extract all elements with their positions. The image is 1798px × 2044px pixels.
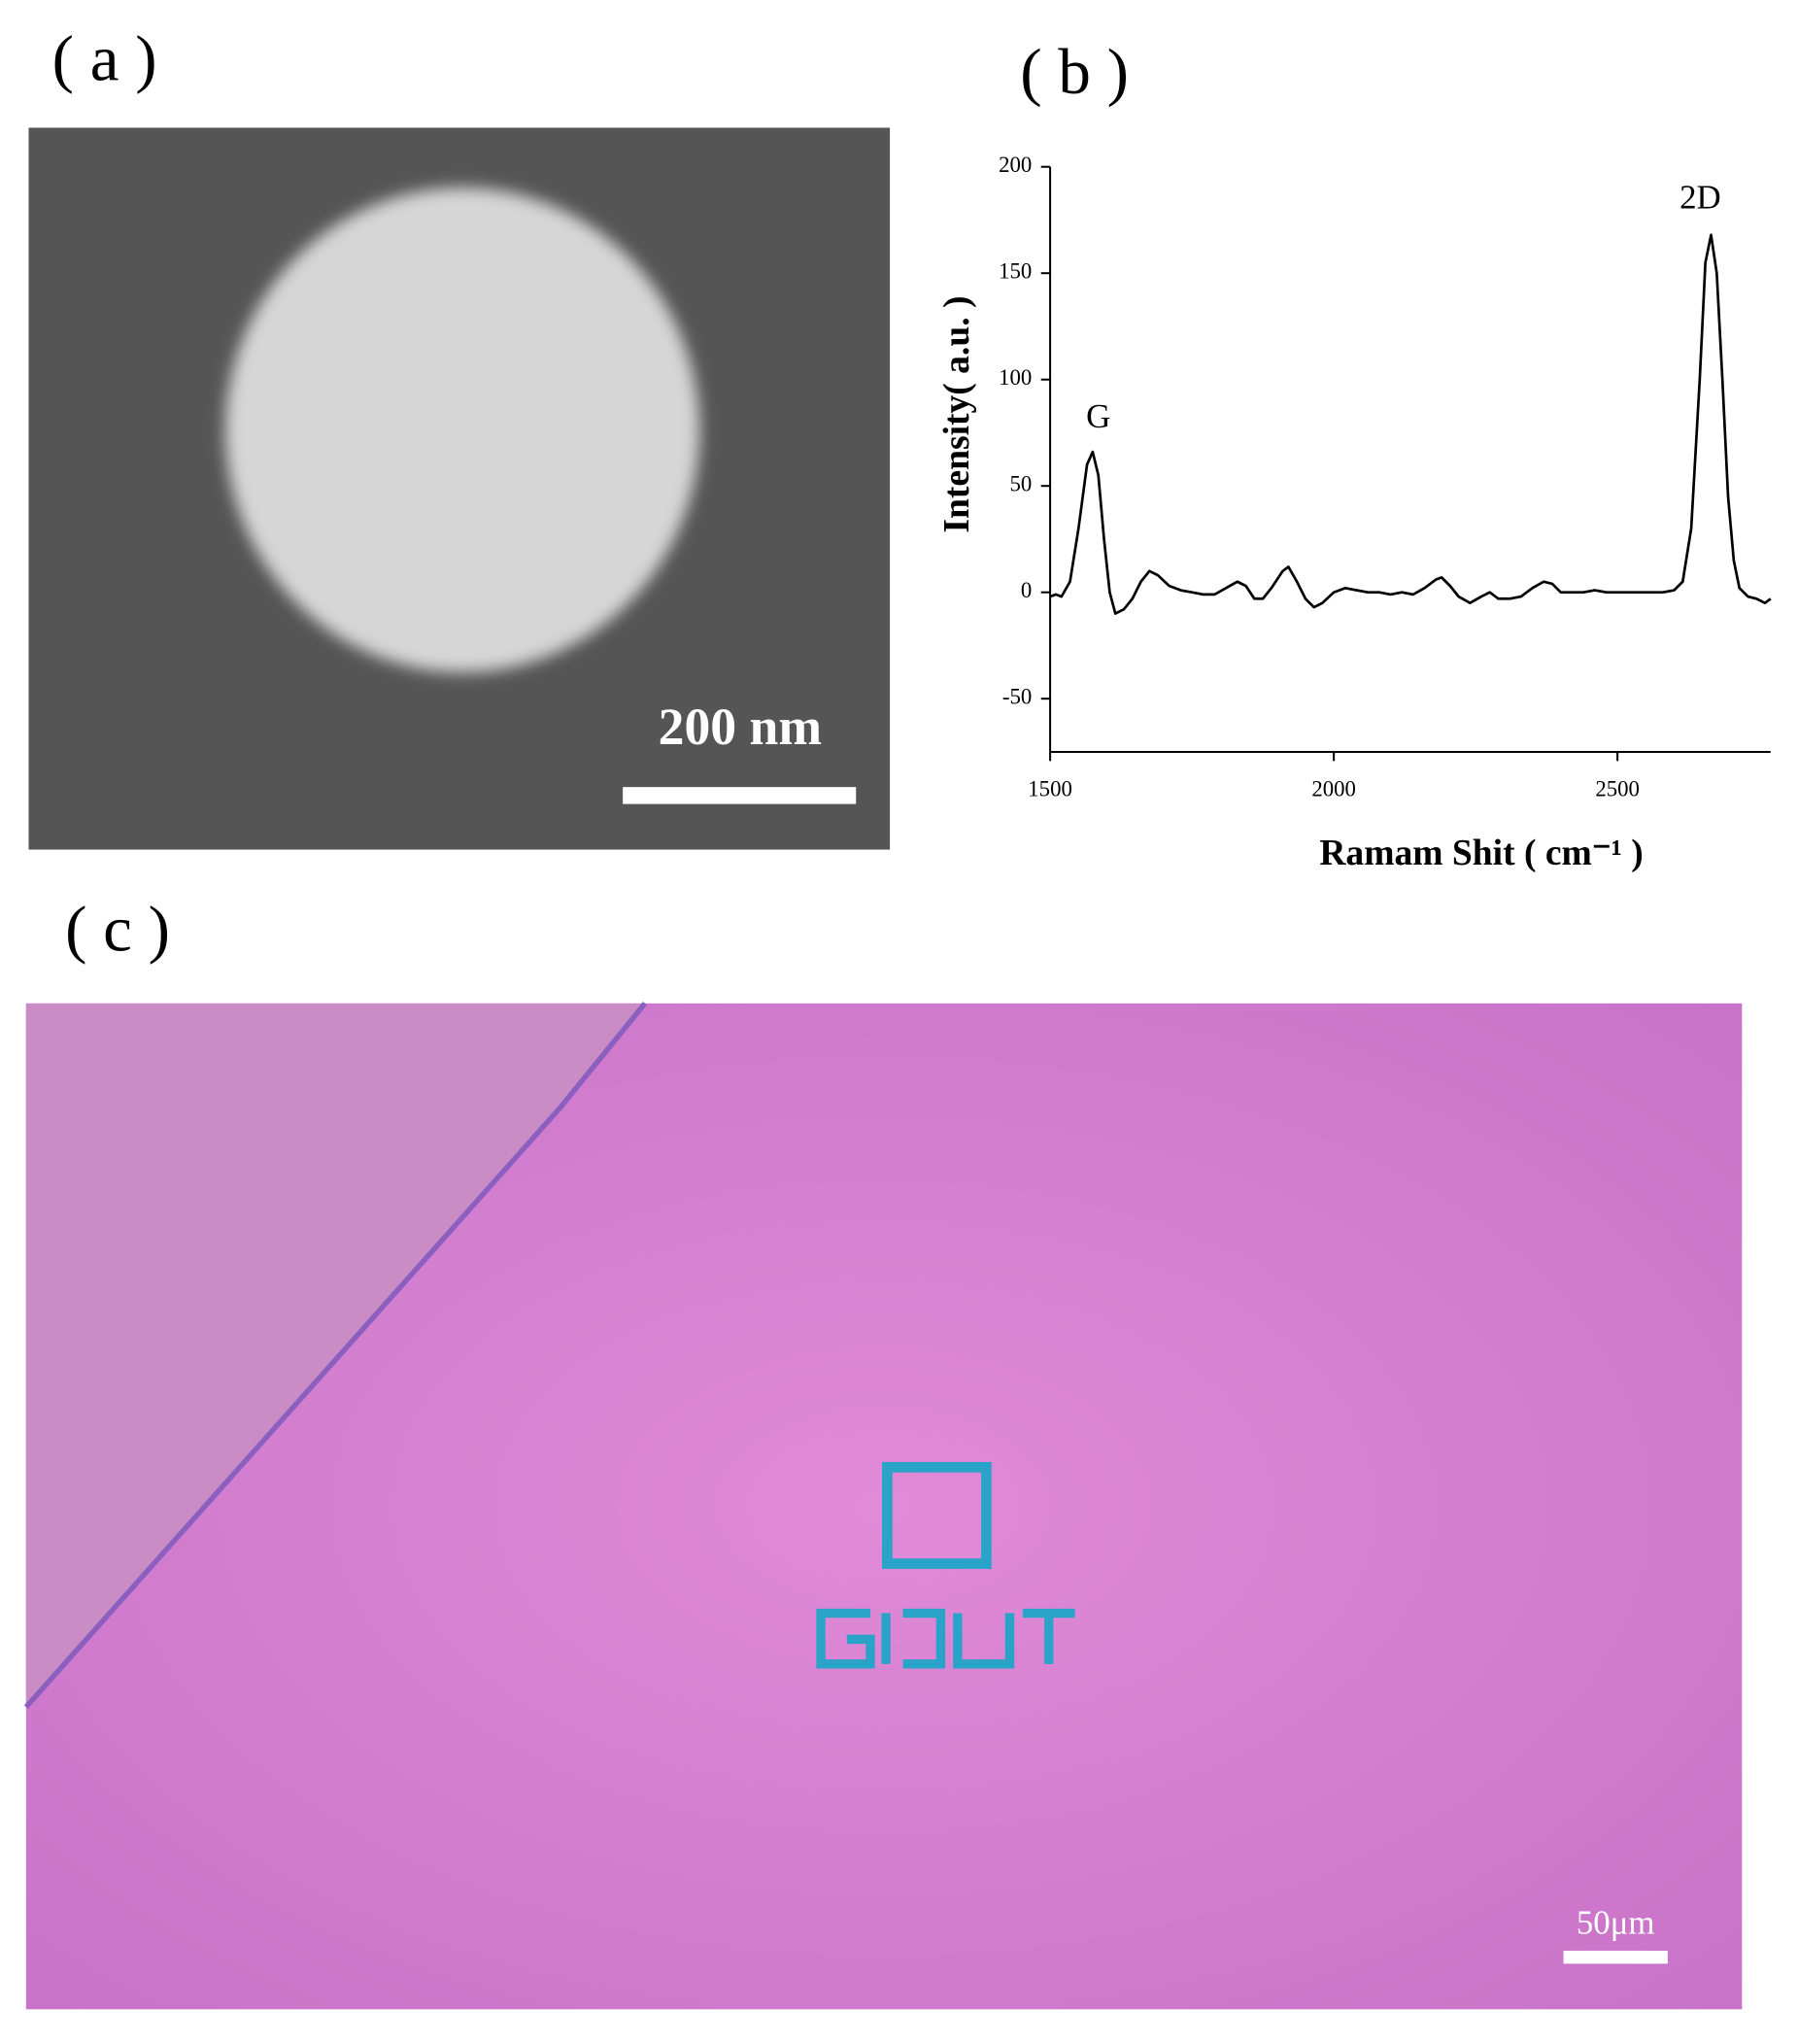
pattern-letters: [816, 1608, 1075, 1669]
y-tick-label: 0: [1021, 578, 1032, 602]
panel-label: ( a ): [52, 21, 157, 94]
spectrum-line: [1049, 233, 1772, 615]
x-tick-label: 2000: [1311, 776, 1356, 801]
edge-line: [23, 1002, 648, 1709]
y-tick-label: 200: [999, 153, 1032, 177]
y-tick-label: 50: [1010, 471, 1033, 495]
y-tick-label: 150: [999, 258, 1032, 283]
x-tick-label: 1500: [1028, 776, 1072, 801]
x-axis-label: Ramam Shit ( cm⁻¹ ): [1319, 834, 1644, 873]
annotation: 2D: [1679, 179, 1721, 217]
y-tick-label: -50: [1002, 684, 1032, 708]
raman-chart: -50 0 50 100 150 200 1500 2000 2500: [999, 153, 1772, 801]
pattern-square: [882, 1461, 992, 1569]
panel-label: ( c ): [65, 892, 170, 965]
scale-bar: [623, 787, 857, 804]
panel-label: ( b ): [1020, 35, 1129, 108]
y-axis-label: Intensity( a.u. ): [937, 296, 977, 533]
scale-bar: [1563, 1950, 1668, 1964]
annotation: G: [1086, 397, 1110, 435]
y-tick-label: 100: [999, 365, 1032, 390]
particle: [225, 187, 700, 673]
scale-label: 200 nm: [659, 698, 822, 756]
scale-label: 50μm: [1577, 1903, 1655, 1941]
x-tick-label: 2500: [1595, 776, 1640, 801]
